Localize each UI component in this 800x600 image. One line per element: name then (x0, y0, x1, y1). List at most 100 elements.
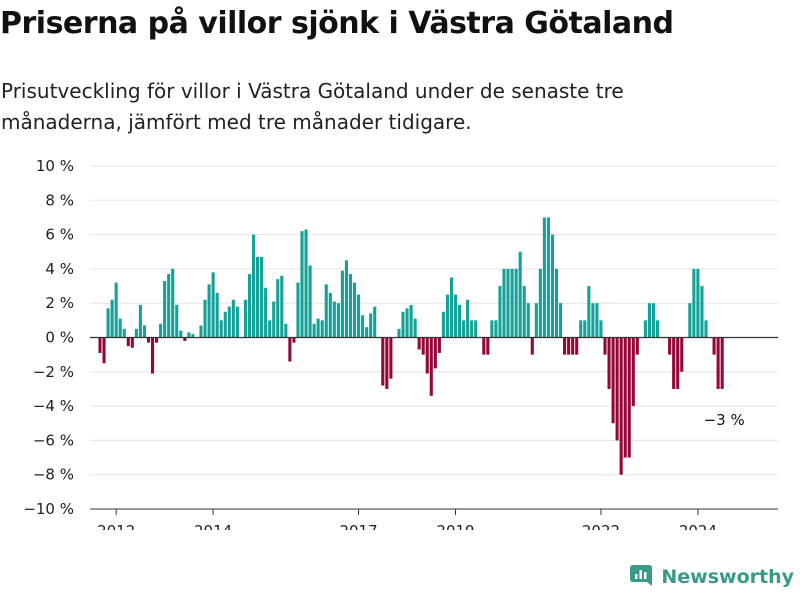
bar (183, 337, 187, 341)
bar (567, 337, 571, 355)
bar (163, 280, 167, 338)
bar (575, 337, 579, 355)
bar (288, 337, 292, 362)
bar (647, 303, 651, 338)
bar (276, 279, 280, 338)
bar (243, 299, 247, 338)
bar (175, 304, 179, 338)
bar (510, 268, 514, 338)
newsworthy-logo-icon (630, 565, 653, 586)
bar (268, 320, 272, 338)
bar (247, 274, 252, 338)
bar (130, 337, 134, 348)
bar (381, 337, 385, 386)
bar (397, 328, 401, 338)
bar (251, 234, 256, 338)
bar (409, 304, 413, 338)
bar (142, 325, 146, 338)
bar (591, 303, 595, 338)
bar (98, 337, 102, 353)
bar (680, 337, 684, 372)
bar (542, 217, 546, 338)
bar (155, 337, 159, 343)
bar (260, 256, 264, 338)
bar (134, 328, 138, 338)
bar (417, 337, 421, 350)
bar (474, 320, 478, 338)
bar (538, 268, 542, 338)
bar (296, 282, 300, 338)
bar (171, 268, 175, 338)
bar (494, 320, 498, 338)
bar (373, 306, 377, 338)
bar (716, 337, 720, 389)
y-tick-label: −8 % (33, 466, 74, 484)
x-tick-label: 2017 (339, 522, 377, 530)
bar (615, 337, 619, 441)
bar (389, 337, 393, 379)
y-tick-label: 2 % (45, 294, 74, 312)
bar (207, 284, 211, 338)
bar (235, 306, 239, 338)
bar (150, 337, 155, 374)
bar (215, 292, 219, 338)
bar (563, 337, 567, 355)
chart-subtitle: Prisutveckling för villor i Västra Götal… (1, 79, 624, 134)
newsworthy-logo: Newsworthy (628, 564, 794, 590)
bar (490, 320, 494, 338)
bar (211, 272, 215, 338)
y-tick-label: −10 % (23, 500, 74, 518)
bar (526, 303, 530, 338)
bar (159, 323, 163, 338)
bar (514, 268, 518, 338)
y-tick-label: 4 % (45, 260, 74, 278)
bar (110, 299, 114, 338)
bar (498, 286, 502, 338)
y-tick-label: 10 % (36, 157, 74, 175)
bar (449, 277, 454, 338)
bar (385, 337, 389, 389)
y-tick-label: −6 % (33, 431, 74, 449)
bar (599, 320, 603, 338)
x-tick-label: 2019 (436, 522, 474, 530)
bar (320, 320, 324, 338)
bar (272, 301, 276, 338)
bar (692, 268, 696, 338)
bar (369, 313, 373, 338)
bar (482, 337, 486, 355)
bar (191, 334, 195, 338)
bar (187, 332, 191, 338)
bar (470, 320, 474, 338)
chart-title: Priserna på villor sjönk i Västra Götala… (0, 6, 674, 41)
bar (579, 320, 583, 338)
bar-chart: 10 % 8 % 6 % 4 % 2 % 0 % −2 % −4 % −6 % −8 % −10 %… (23, 157, 778, 530)
bar (365, 327, 369, 338)
bar (643, 320, 647, 338)
bar (429, 337, 433, 396)
bar (712, 337, 716, 355)
bar (256, 256, 260, 338)
bar (102, 337, 106, 364)
bar (280, 275, 284, 338)
bar (340, 270, 344, 338)
bar (292, 337, 296, 343)
x-tick-label: 2012 (97, 522, 135, 530)
bar (530, 337, 534, 355)
bar (619, 337, 623, 475)
bar (466, 299, 470, 338)
bar (453, 294, 458, 338)
bar (603, 337, 607, 355)
bar (559, 303, 563, 338)
bar (583, 320, 587, 338)
x-tick-label: 2014 (194, 522, 232, 530)
bar (219, 320, 223, 338)
bar (352, 282, 357, 338)
bar (534, 303, 538, 338)
bar (223, 311, 227, 338)
bar (668, 337, 672, 355)
y-tick-label: −2 % (33, 363, 74, 381)
bar (167, 274, 171, 338)
y-tick-label: −4 % (33, 397, 74, 415)
bar (304, 229, 308, 338)
bar (631, 337, 635, 407)
